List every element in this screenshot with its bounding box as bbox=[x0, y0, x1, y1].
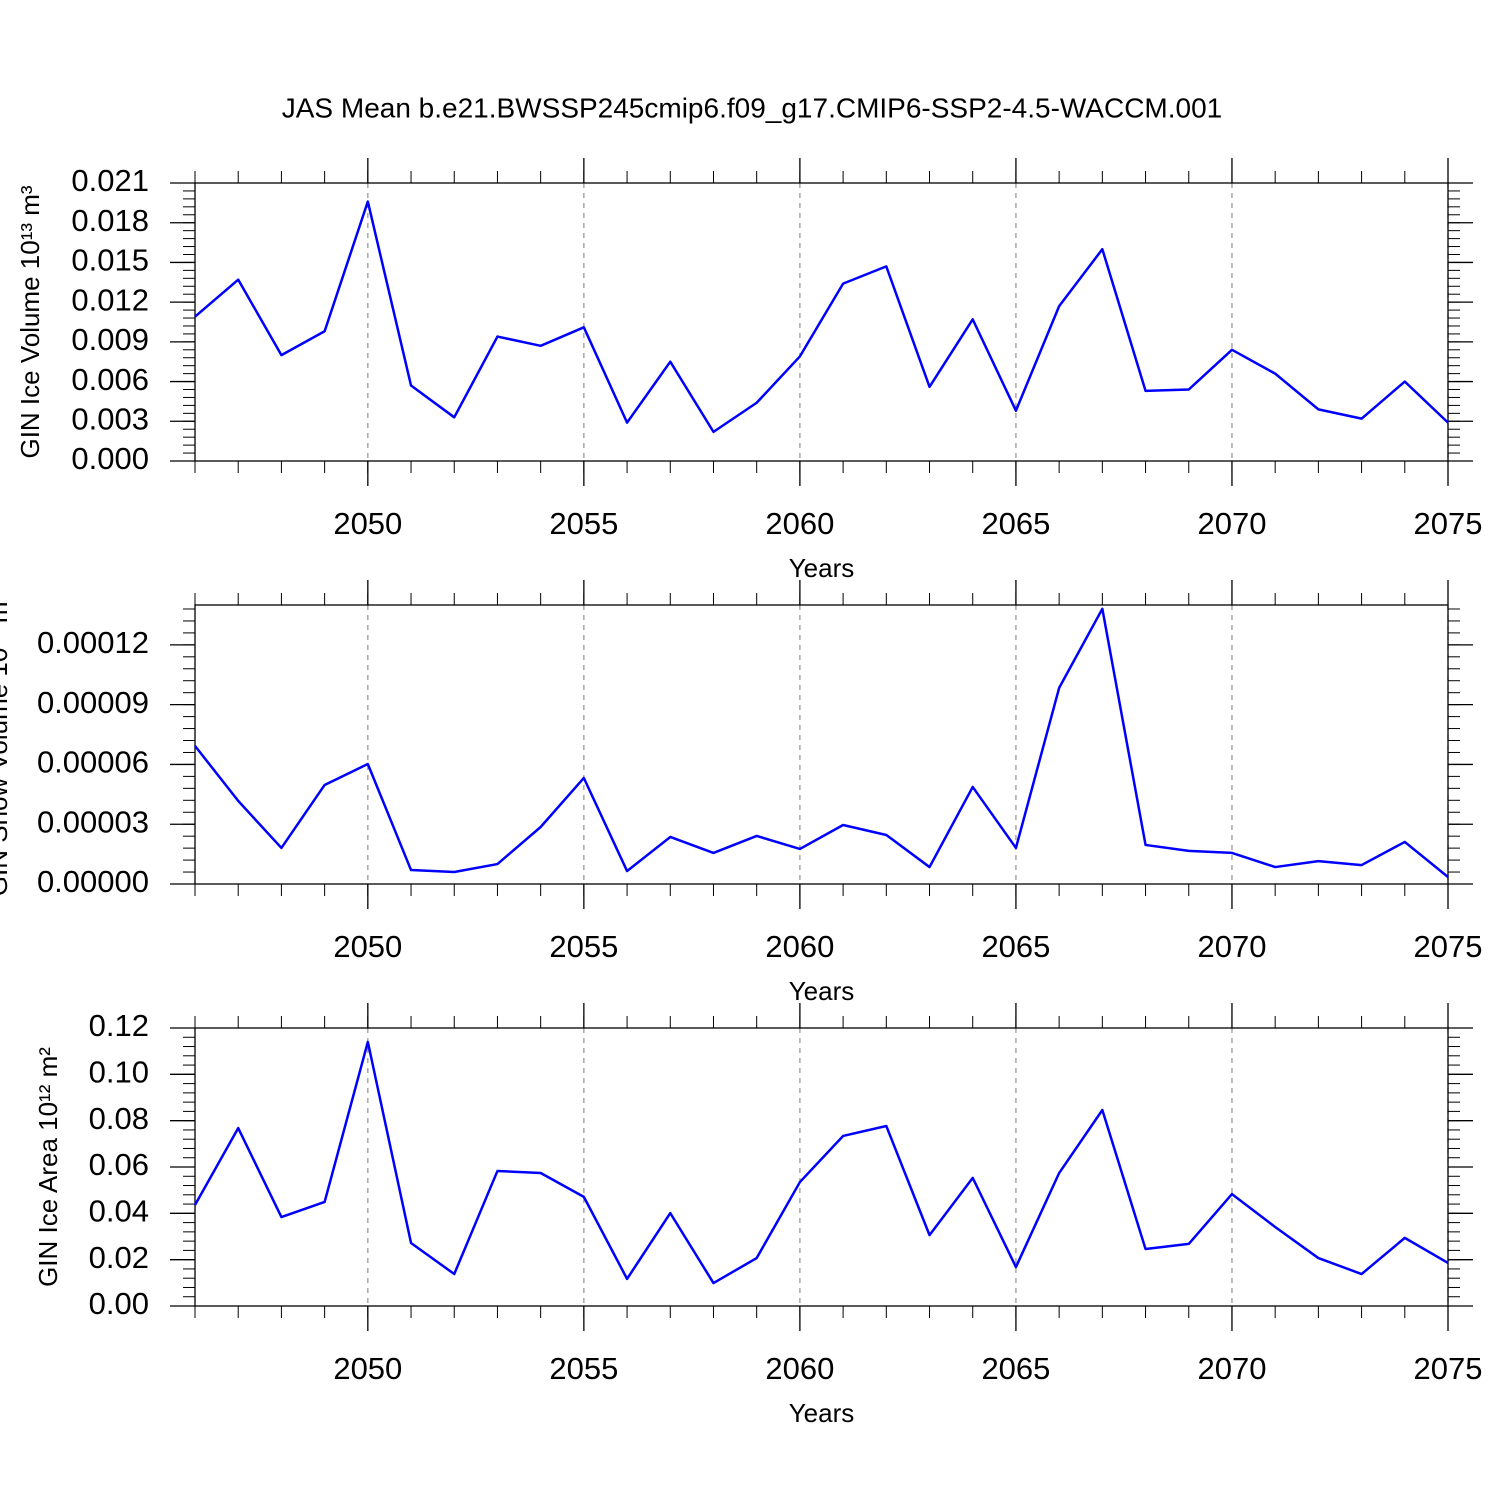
y-tick-label: 0.012 bbox=[71, 282, 149, 317]
y-tick-label: 0.00009 bbox=[37, 685, 149, 720]
y-tick-label: 0.08 bbox=[89, 1101, 149, 1136]
y-tick-label: 0.00000 bbox=[37, 864, 149, 899]
x-tick-label: 2055 bbox=[549, 1351, 618, 1386]
plot-frame bbox=[194, 1027, 1449, 1307]
x-axis-label: Years bbox=[789, 553, 855, 583]
data-line bbox=[194, 607, 1449, 878]
y-axis-label: GIN Ice Area 10¹² m² bbox=[33, 1047, 63, 1287]
data-line bbox=[194, 200, 1449, 434]
x-tick-label: 2050 bbox=[333, 506, 402, 541]
y-axis-label: GIN Snow Volume 10¹³ m³ bbox=[0, 592, 13, 896]
y-tick-label: 0.003 bbox=[71, 401, 149, 436]
x-tick-label: 2065 bbox=[981, 1351, 1050, 1386]
x-tick-label: 2075 bbox=[1414, 506, 1483, 541]
y-tick-label: 0.04 bbox=[89, 1194, 149, 1229]
plot-frame bbox=[194, 604, 1449, 885]
x-tick-label: 2050 bbox=[333, 1351, 402, 1386]
x-tick-label: 2060 bbox=[765, 1351, 834, 1386]
x-tick-label: 2055 bbox=[549, 929, 618, 964]
x-tick-label: 2075 bbox=[1414, 929, 1483, 964]
y-tick-label: 0.00 bbox=[89, 1286, 149, 1321]
x-tick-label: 2070 bbox=[1197, 1351, 1266, 1386]
plot-frame bbox=[194, 182, 1449, 462]
y-tick-label: 0.00003 bbox=[37, 804, 149, 839]
x-tick-label: 2065 bbox=[981, 929, 1050, 964]
y-tick-label: 0.009 bbox=[71, 322, 149, 357]
y-tick-label: 0.006 bbox=[71, 362, 149, 397]
y-tick-label: 0.02 bbox=[89, 1240, 149, 1275]
x-axis-label: Years bbox=[789, 1398, 855, 1428]
y-tick-label: 0.018 bbox=[71, 203, 149, 238]
x-tick-label: 2065 bbox=[981, 506, 1050, 541]
y-tick-label: 0.06 bbox=[89, 1147, 149, 1182]
x-tick-label: 2060 bbox=[765, 929, 834, 964]
y-tick-label: 0.000 bbox=[71, 441, 149, 476]
x-tick-label: 2070 bbox=[1197, 506, 1266, 541]
x-tick-label: 2075 bbox=[1414, 1351, 1483, 1386]
x-tick-label: 2055 bbox=[549, 506, 618, 541]
y-tick-label: 0.00012 bbox=[37, 625, 149, 660]
chart-title: JAS Mean b.e21.BWSSP245cmip6.f09_g17.CMI… bbox=[282, 92, 1223, 123]
y-tick-label: 0.00006 bbox=[37, 745, 149, 780]
x-tick-label: 2050 bbox=[333, 929, 402, 964]
y-tick-label: 0.12 bbox=[89, 1008, 149, 1043]
y-axis-label: GIN Ice Volume 10¹³ m³ bbox=[15, 185, 45, 458]
data-line bbox=[193, 1040, 1449, 1285]
x-tick-label: 2060 bbox=[765, 506, 834, 541]
y-tick-label: 0.10 bbox=[89, 1055, 149, 1090]
x-axis-label: Years bbox=[789, 976, 855, 1006]
y-tick-label: 0.015 bbox=[71, 243, 149, 278]
y-tick-label: 0.021 bbox=[71, 163, 149, 198]
x-tick-label: 2070 bbox=[1197, 929, 1266, 964]
